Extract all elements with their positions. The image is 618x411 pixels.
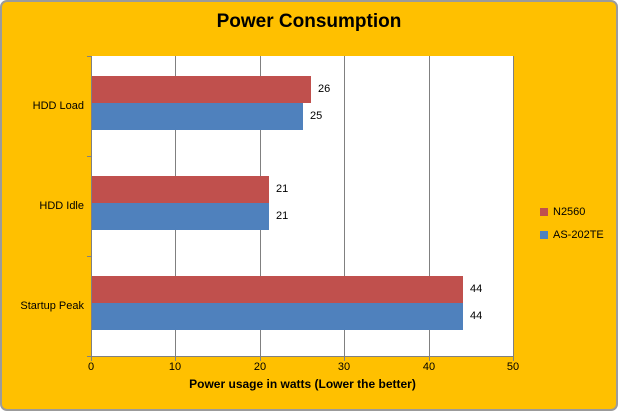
x-axis-title: Power usage in watts (Lower the better) xyxy=(189,377,416,391)
category-label: HDD Idle xyxy=(39,200,84,212)
bar-as-202te xyxy=(92,103,303,130)
bar-as-202te xyxy=(92,303,463,330)
data-label: 26 xyxy=(318,83,331,95)
legend-label: N2560 xyxy=(553,206,586,218)
x-axis-tick xyxy=(344,357,345,361)
legend-label: AS-202TE xyxy=(553,229,604,241)
x-axis-tick xyxy=(175,357,176,361)
data-label: 25 xyxy=(310,110,323,122)
x-tick-label: 50 xyxy=(506,361,520,373)
data-label: 21 xyxy=(276,183,289,195)
data-label: 44 xyxy=(470,310,483,322)
legend: N2560 AS-202TE xyxy=(540,206,604,241)
legend-swatch-as-202te xyxy=(540,231,548,239)
bar-n2560 xyxy=(92,276,463,303)
x-axis-tick xyxy=(260,357,261,361)
category-label: HDD Load xyxy=(32,100,84,112)
bar-n2560 xyxy=(92,176,269,203)
x-axis-tick xyxy=(91,357,92,361)
x-tick-label: 20 xyxy=(253,361,267,373)
x-tick-label: 0 xyxy=(87,361,95,373)
chart-title: Power Consumption xyxy=(216,11,402,32)
legend-swatch-n2560 xyxy=(540,208,548,216)
plot-area: 26 25 21 21 44 44 xyxy=(91,56,514,357)
category-label: Startup Peak xyxy=(20,300,84,312)
gridline xyxy=(344,56,345,356)
y-axis-tick xyxy=(87,156,92,157)
bar-n2560 xyxy=(92,76,311,103)
legend-item: AS-202TE xyxy=(540,229,604,241)
y-axis-tick xyxy=(87,256,92,257)
bar-as-202te xyxy=(92,203,269,230)
x-tick-label: 30 xyxy=(337,361,351,373)
x-tick-label: 10 xyxy=(168,361,182,373)
y-axis-tick xyxy=(87,56,92,57)
y-axis-tick xyxy=(87,356,92,357)
legend-item: N2560 xyxy=(540,206,604,218)
gridline xyxy=(513,56,514,356)
x-axis-tick xyxy=(429,357,430,361)
gridline xyxy=(429,56,430,356)
data-label: 21 xyxy=(276,210,289,222)
data-label: 44 xyxy=(470,283,483,295)
x-tick-label: 40 xyxy=(422,361,436,373)
x-axis-tick xyxy=(513,357,514,361)
